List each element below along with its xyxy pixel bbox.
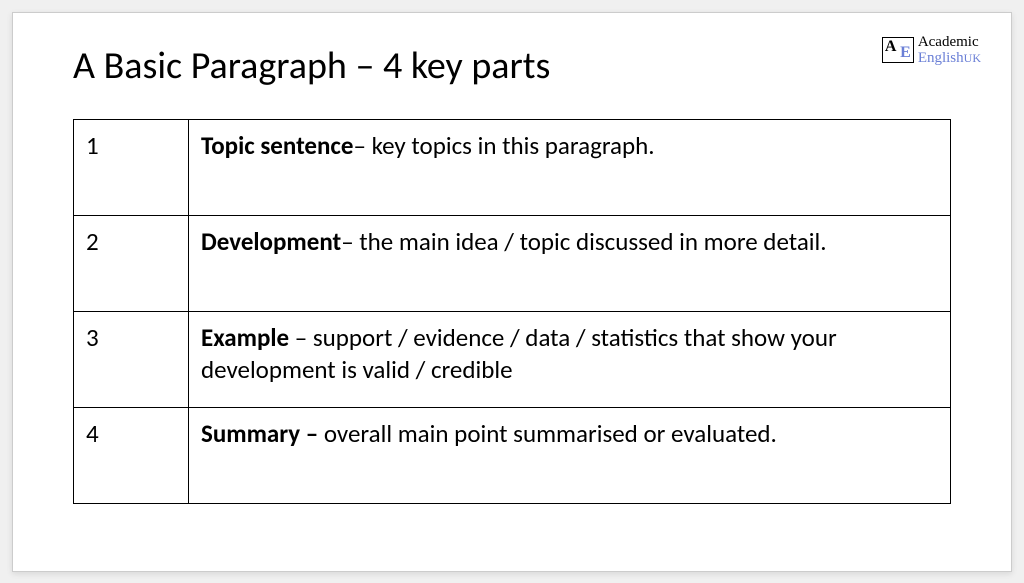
- row-bold: Development: [201, 226, 341, 257]
- row-rest: – the main idea / topic discussed in mor…: [341, 226, 826, 257]
- row-content: Summary – overall main point summarised …: [189, 407, 951, 503]
- row-rest: – key topics in this paragraph.: [353, 130, 654, 161]
- logo: A E Academic EnglishUK: [882, 35, 981, 66]
- row-bold: Summary –: [201, 418, 324, 449]
- slide: A E Academic EnglishUK A Basic Paragraph…: [12, 12, 1012, 572]
- table-row: 1 Topic sentence– key topics in this par…: [74, 119, 951, 215]
- table-row: 4 Summary – overall main point summarise…: [74, 407, 951, 503]
- row-number: 2: [74, 215, 189, 311]
- row-bold: Topic sentence: [201, 130, 353, 161]
- row-bold: Example: [201, 322, 295, 353]
- logo-icon: A E: [882, 37, 914, 63]
- logo-text: Academic EnglishUK: [918, 35, 981, 66]
- row-number: 1: [74, 119, 189, 215]
- row-number: 4: [74, 407, 189, 503]
- logo-letter-e: E: [900, 44, 911, 62]
- row-content: Example – support / evidence / data / st…: [189, 311, 951, 407]
- row-content: Topic sentence– key topics in this parag…: [189, 119, 951, 215]
- row-rest: – support / evidence / data / statistics…: [201, 322, 837, 386]
- logo-line1: Academic: [918, 35, 981, 50]
- logo-letter-a: A: [885, 38, 897, 56]
- parts-table: 1 Topic sentence– key topics in this par…: [73, 119, 951, 504]
- row-number: 3: [74, 311, 189, 407]
- page-title: A Basic Paragraph – 4 key parts: [73, 43, 951, 89]
- logo-line2: English: [918, 50, 964, 66]
- row-content: Development– the main idea / topic discu…: [189, 215, 951, 311]
- logo-uk: UK: [964, 51, 981, 65]
- row-rest: overall main point summarised or evaluat…: [324, 418, 777, 449]
- table-row: 2 Development– the main idea / topic dis…: [74, 215, 951, 311]
- table-row: 3 Example – support / evidence / data / …: [74, 311, 951, 407]
